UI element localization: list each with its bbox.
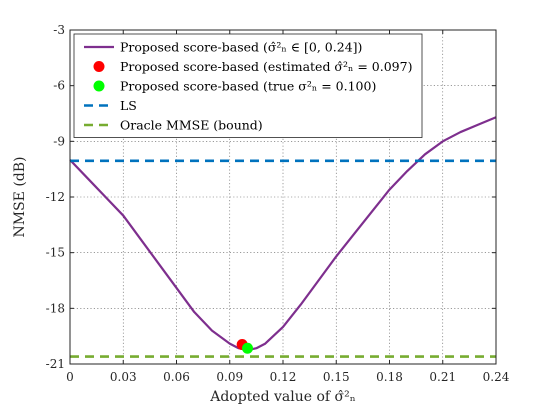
legend-label-0: Proposed score-based (σ̂²ₙ ∈ [0, 0.24]) [120, 40, 362, 55]
x-tick-label: 0.24 [483, 370, 510, 384]
y-axis-label: NMSE (dB) [12, 156, 28, 237]
legend-label-1: Proposed score-based (estimated σ̂²ₙ = 0… [120, 59, 412, 74]
x-tick-label: 0.12 [270, 370, 297, 384]
y-tick-label: -15 [46, 246, 65, 260]
legend-box [73, 33, 423, 138]
y-tick-label: -18 [46, 301, 65, 315]
x-tick-label: 0.09 [216, 370, 243, 384]
y-tick-label: -6 [53, 79, 65, 93]
legend: Proposed score-based (σ̂²ₙ ∈ [0, 0.24]) P… [73, 33, 423, 138]
tick-labels: 0 0.03 0.06 0.09 0.12 0.15 0.18 0.21 0.24 -21 -18 -… [46, 23, 510, 384]
legend-label-3: LS [120, 98, 137, 113]
y-tick-label: -9 [53, 134, 65, 148]
legend-swatch-1 [93, 61, 105, 72]
x-tick-label: 0.21 [429, 370, 456, 384]
legend-label-4: Oracle MMSE (bound) [120, 118, 263, 133]
y-tick-label: -21 [46, 357, 65, 371]
x-tick-label: 0.18 [376, 370, 403, 384]
x-axis-label: Adopted value of σ̂²ₙ [209, 389, 356, 405]
plot-series [69, 116, 497, 358]
y-tick-label: -12 [46, 190, 65, 204]
series-marker-2 [242, 342, 253, 354]
x-tick-label: 0.06 [163, 370, 190, 384]
legend-swatch-2 [93, 80, 105, 92]
series-line-0 [69, 116, 497, 352]
x-tick-label: 0.15 [323, 370, 350, 384]
axis-ticks [69, 29, 497, 365]
y-tick-label: -3 [53, 23, 65, 37]
legend-label-2: Proposed score-based (true σ²ₙ = 0.100) [120, 79, 376, 94]
x-tick-label: 0 [66, 370, 74, 384]
x-tick-label: 0.03 [110, 370, 137, 384]
grid [70, 30, 496, 364]
